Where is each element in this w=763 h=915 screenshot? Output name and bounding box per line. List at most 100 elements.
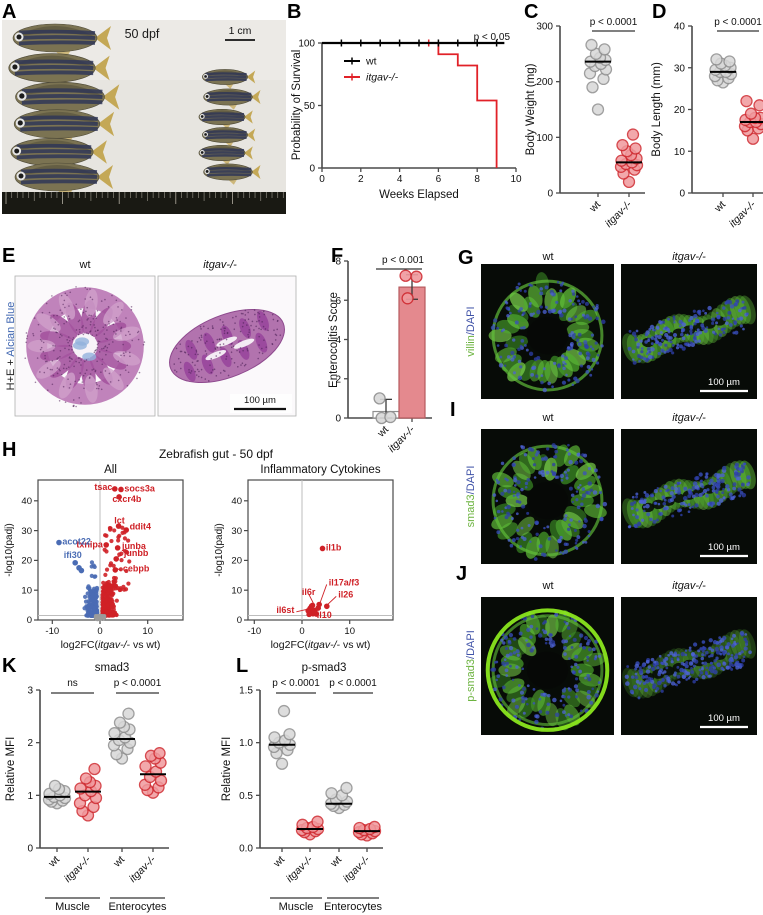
svg-text:villin/DAPI: villin/DAPI <box>465 306 477 356</box>
svg-text:40: 40 <box>231 496 242 507</box>
svg-text:10: 10 <box>21 585 32 596</box>
svg-text:wt: wt <box>587 199 604 216</box>
svg-text:1.5: 1.5 <box>239 686 253 697</box>
svg-text:0: 0 <box>237 615 242 626</box>
svg-text:wt: wt <box>542 580 554 592</box>
svg-text:ifi30: ifi30 <box>64 550 82 560</box>
svg-text:Muscle: Muscle <box>55 901 90 913</box>
svg-text:Enterocytes: Enterocytes <box>324 901 383 913</box>
svg-text:1.0: 1.0 <box>239 738 253 749</box>
svg-text:Probability of Survival: Probability of Survival <box>291 50 303 161</box>
svg-text:itgav-/-: itgav-/- <box>341 853 373 885</box>
panel-c-body-weight-chart: 0 100 200 300 Body Weight (mg) p < 0.0001 wt it… <box>525 17 645 230</box>
svg-text:itgav-/-: itgav-/- <box>366 72 399 84</box>
svg-text:p < 0.0001: p < 0.0001 <box>114 678 162 689</box>
svg-text:20: 20 <box>674 105 686 116</box>
svg-text:Relative MFI: Relative MFI <box>5 737 17 802</box>
panel-letter-a: A <box>2 1 17 23</box>
svg-text:1: 1 <box>27 791 33 802</box>
svg-text:smad3/DAPI: smad3/DAPI <box>465 466 477 528</box>
svg-text:Enterocytes: Enterocytes <box>108 901 167 913</box>
svg-text:0: 0 <box>309 164 315 175</box>
svg-text:-10: -10 <box>45 626 59 637</box>
svg-text:p-smad3/DAPI: p-smad3/DAPI <box>465 630 477 702</box>
svg-text:100: 100 <box>536 133 553 144</box>
svg-text:wt: wt <box>375 424 392 441</box>
svg-text:txnipa: txnipa <box>76 539 103 549</box>
svg-text:100 µm: 100 µm <box>708 377 740 388</box>
panel-g-villin-micrograph: wt itgav-/- villin/DAPI 100 µm <box>465 251 757 399</box>
svg-text:wt: wt <box>712 199 729 216</box>
svg-text:acot22: acot22 <box>62 536 91 546</box>
svg-text:junbb: junbb <box>123 548 149 558</box>
svg-text:il1b: il1b <box>326 543 342 553</box>
svg-text:wt: wt <box>328 854 345 871</box>
svg-text:100 µm: 100 µm <box>244 395 276 406</box>
svg-text:All: All <box>104 464 117 476</box>
svg-text:100 µm: 100 µm <box>708 542 740 553</box>
svg-text:itgav-/-: itgav-/- <box>672 580 706 592</box>
svg-text:wt: wt <box>542 412 554 424</box>
svg-text:ddit4: ddit4 <box>130 521 152 531</box>
svg-text:il26: il26 <box>338 589 353 599</box>
svg-text:wt: wt <box>271 854 288 871</box>
svg-text:100 µm: 100 µm <box>708 713 740 724</box>
svg-text:Weeks Elapsed: Weeks Elapsed <box>379 189 459 201</box>
svg-text:il10: il10 <box>317 610 332 620</box>
svg-text:itgav-/-: itgav-/- <box>603 198 635 230</box>
panel-a-fish-photo: 50 dpf 1 cm <box>2 20 286 214</box>
svg-text:Enterocolitis Score: Enterocolitis Score <box>328 292 340 388</box>
panel-letter-k: K <box>2 655 17 677</box>
svg-text:4: 4 <box>397 174 403 185</box>
svg-text:log2FC(itgav-/- vs wt): log2FC(itgav-/- vs wt) <box>61 639 161 651</box>
panel-b-survival-chart: 0 50 100 0 2 4 6 8 10 Weeks Elapsed Probability of… <box>291 32 522 201</box>
svg-text:10: 10 <box>142 626 153 637</box>
panel-letter-l: L <box>236 655 249 677</box>
svg-text:-log10(padj): -log10(padj) <box>214 523 225 576</box>
svg-text:50 dpf: 50 dpf <box>125 27 160 41</box>
svg-text:8: 8 <box>474 174 480 185</box>
svg-text:junba: junba <box>121 541 147 551</box>
panel-letter-d: D <box>652 1 667 23</box>
panel-i-smad3-micrograph: wt itgav-/- smad3/DAPI 100 µm <box>465 412 757 564</box>
svg-text:Inflammatory Cytokines: Inflammatory Cytokines <box>260 464 380 476</box>
svg-text:20: 20 <box>21 556 32 567</box>
svg-text:Body Weight (mg): Body Weight (mg) <box>525 63 537 155</box>
svg-text:0: 0 <box>27 844 33 855</box>
svg-text:2: 2 <box>27 738 33 749</box>
svg-text:-10: -10 <box>247 626 261 637</box>
svg-text:2: 2 <box>335 374 341 385</box>
svg-text:8: 8 <box>335 257 341 268</box>
svg-text:smad3: smad3 <box>95 662 130 674</box>
svg-text:wt: wt <box>365 56 377 68</box>
svg-text:p < 0.0001: p < 0.0001 <box>590 17 638 28</box>
svg-text:0: 0 <box>299 626 304 637</box>
svg-text:40: 40 <box>21 496 32 507</box>
svg-text:wt: wt <box>79 259 91 271</box>
panel-l-psmad3-mfi-chart: 0.0 0.5 1.0 1.5 Relative MFI p-smad3 p < 0.000… <box>221 662 383 913</box>
svg-text:il17a/f3: il17a/f3 <box>329 577 360 587</box>
svg-text:itgav-/-: itgav-/- <box>203 259 237 271</box>
svg-text:p < 0.0001: p < 0.0001 <box>329 678 377 689</box>
panel-letter-i: I <box>450 399 456 421</box>
svg-text:itgav-/-: itgav-/- <box>727 198 759 230</box>
svg-text:wt: wt <box>46 854 63 871</box>
svg-text:itgav-/-: itgav-/- <box>672 251 706 263</box>
panel-letter-c: C <box>524 1 539 23</box>
svg-text:itgav-/-: itgav-/- <box>284 853 316 885</box>
panel-letter-j: J <box>456 563 468 585</box>
svg-text:Body Length (mm): Body Length (mm) <box>651 62 663 157</box>
svg-text:wt: wt <box>111 854 128 871</box>
svg-text:40: 40 <box>674 22 686 33</box>
svg-text:10: 10 <box>510 174 522 185</box>
svg-text:p < 0.0001: p < 0.0001 <box>272 678 320 689</box>
svg-text:H+E + Alcian Blue: H+E + Alcian Blue <box>5 302 17 391</box>
svg-text:200: 200 <box>536 77 553 88</box>
svg-text:30: 30 <box>21 526 32 537</box>
svg-text:log2FC(itgav-/- vs wt): log2FC(itgav-/- vs wt) <box>271 639 371 651</box>
svg-text:20: 20 <box>231 556 242 567</box>
svg-text:tsac: tsac <box>94 482 112 492</box>
svg-text:0.5: 0.5 <box>239 791 253 802</box>
